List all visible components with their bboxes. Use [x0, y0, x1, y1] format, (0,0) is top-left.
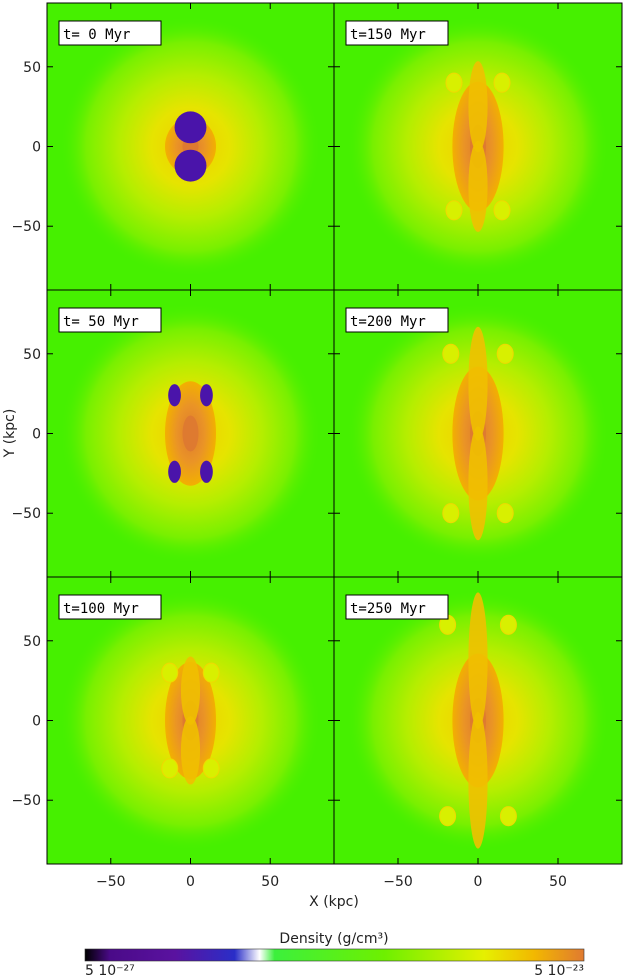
x-tick-label: 0 [186, 874, 195, 890]
colorbar-max-label: 5 10⁻²³ [534, 963, 584, 976]
y-tick-label: 50 [23, 60, 41, 76]
time-label-text: t= 50 Myr [63, 314, 139, 330]
x-axis-label: X (kpc) [309, 894, 359, 910]
mushroom-cap [496, 503, 514, 524]
time-label-box [345, 20, 449, 46]
mushroom-cap [445, 200, 463, 221]
mushroom-cap [202, 758, 220, 779]
density-panel [334, 577, 622, 864]
time-label-text: t=150 Myr [350, 27, 426, 43]
time-label-box [58, 20, 162, 46]
y-tick-label: 0 [32, 714, 41, 730]
jet-filament [468, 711, 488, 849]
cavity-bubble [174, 111, 207, 144]
colorbar-title: Density (g/cm³) [279, 931, 388, 947]
mushroom-cap [161, 662, 179, 683]
x-tick-label: 50 [549, 874, 567, 890]
y-tick-label: 50 [23, 347, 41, 363]
y-tick-label: 0 [32, 140, 41, 156]
time-label-box [345, 594, 449, 620]
time-label-box [345, 307, 449, 333]
panel-time-label: t= 0 Myr [58, 20, 162, 46]
y-tick-label: 0 [32, 427, 41, 443]
mushroom-cap [499, 806, 517, 827]
axes-layer: t= 0 Myr 50 0 −50 t=150 Myr t= 50 Myr 50 0 −50 t=… [11, 2, 623, 890]
mushroom-cap [202, 662, 220, 683]
panel-time-label: t= 50 Myr [58, 307, 162, 333]
mushroom-cap [499, 614, 517, 635]
mushroom-cap [439, 806, 457, 827]
time-label-text: t=250 Myr [350, 601, 426, 617]
density-panel [47, 577, 334, 864]
x-tick-label: −50 [96, 874, 126, 890]
mushroom-cap [442, 503, 460, 524]
cavity-bubble [168, 384, 181, 407]
mushroom-cap [442, 343, 460, 364]
time-label-box [58, 307, 162, 333]
y-tick-label: −50 [11, 219, 41, 235]
jet-filament [468, 426, 488, 541]
mushroom-cap [445, 72, 463, 93]
density-panel [334, 3, 622, 290]
density-panel [334, 290, 622, 577]
jet-filament [468, 326, 488, 441]
density-panel [47, 290, 334, 577]
cavity-bubble [174, 149, 207, 182]
y-tick-label: −50 [11, 506, 41, 522]
panel-grid [47, 3, 622, 864]
cluster-center [182, 415, 199, 452]
density-panel [47, 3, 334, 290]
jet-filament [468, 592, 488, 730]
panel-time-label: t=250 Myr [345, 594, 449, 620]
jet-filament [468, 61, 488, 153]
panel-time-label: t=200 Myr [345, 307, 449, 333]
panel-time-label: t=150 Myr [345, 20, 449, 46]
x-tick-label: 0 [474, 874, 483, 890]
time-label-text: t=200 Myr [350, 314, 426, 330]
cavity-bubble [200, 384, 213, 407]
jet-filament [180, 656, 201, 725]
colorbar [84, 948, 585, 962]
y-axis-label: Y (kpc) [2, 409, 18, 459]
mushroom-cap [161, 758, 179, 779]
time-label-box [58, 594, 162, 620]
x-tick-label: −50 [383, 874, 413, 890]
mushroom-cap [493, 72, 511, 93]
jet-filament [180, 716, 201, 785]
time-label-text: t=100 Myr [63, 601, 139, 617]
colorbar-min-label: 5 10⁻²⁷ [85, 963, 135, 976]
mushroom-cap [496, 343, 514, 364]
y-tick-label: −50 [11, 793, 41, 809]
cavity-bubble [168, 460, 181, 483]
cavity-bubble [200, 460, 213, 483]
panel-time-label: t=100 Myr [58, 594, 162, 620]
jet-filament [468, 140, 488, 232]
mushroom-cap [493, 200, 511, 221]
y-tick-label: 50 [23, 634, 41, 650]
x-tick-label: 50 [261, 874, 279, 890]
time-label-text: t= 0 Myr [63, 27, 130, 43]
